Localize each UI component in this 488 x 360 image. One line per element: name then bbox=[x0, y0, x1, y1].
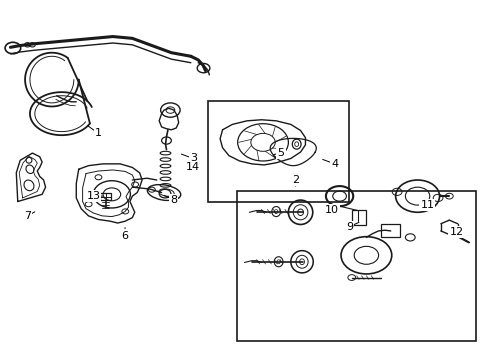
Text: 8: 8 bbox=[170, 195, 177, 205]
Bar bbox=[351, 211, 366, 225]
Text: 9: 9 bbox=[345, 222, 352, 231]
Text: 3: 3 bbox=[189, 153, 196, 163]
Text: 13: 13 bbox=[86, 191, 100, 201]
Text: 2: 2 bbox=[291, 175, 299, 185]
Text: 4: 4 bbox=[330, 159, 338, 169]
Bar bbox=[380, 224, 399, 237]
Text: 10: 10 bbox=[325, 206, 339, 216]
Bar bbox=[100, 193, 111, 201]
Text: 14: 14 bbox=[186, 162, 200, 172]
Text: 1: 1 bbox=[95, 129, 102, 138]
Text: 5: 5 bbox=[277, 148, 284, 158]
Bar bbox=[237, 191, 475, 341]
Text: 6: 6 bbox=[122, 231, 128, 240]
Text: 7: 7 bbox=[24, 211, 31, 221]
Text: 11: 11 bbox=[420, 200, 433, 210]
Bar bbox=[207, 101, 348, 202]
Text: 12: 12 bbox=[448, 227, 463, 237]
